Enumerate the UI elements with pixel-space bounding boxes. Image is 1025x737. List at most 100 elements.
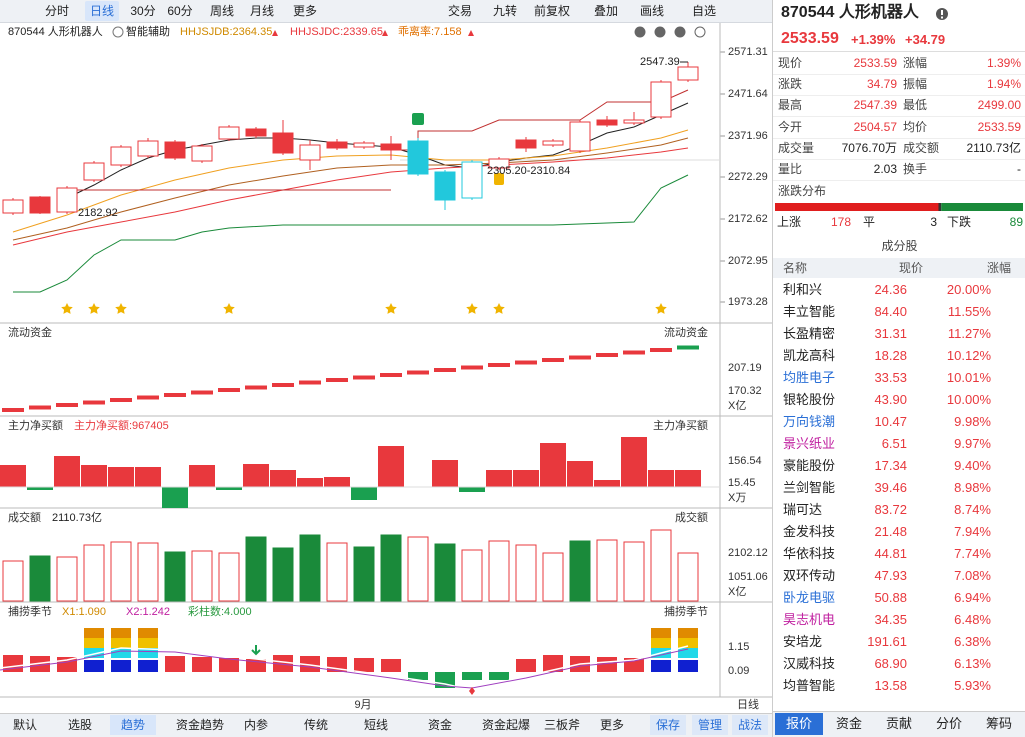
turnover-bar — [380, 534, 402, 602]
quote-tab[interactable]: 分价 — [935, 716, 962, 731]
candle — [623, 119, 645, 124]
stock-change: 7.08% — [954, 568, 991, 583]
season-bar — [489, 672, 509, 680]
action-button[interactable]: 保存 — [650, 715, 686, 735]
quote-tab[interactable]: 报价 — [775, 713, 823, 735]
panel-legend: 2110.73亿 — [52, 511, 102, 524]
bottom-tab[interactable]: 资金起爆 — [481, 718, 530, 732]
bottom-tab[interactable]: 趋势 — [110, 715, 156, 735]
period-tab[interactable]: 分时 — [44, 4, 69, 18]
bottom-tab[interactable]: 短线 — [363, 718, 388, 732]
stock-name[interactable]: 豪能股份 — [783, 458, 836, 473]
quote-label: 成交量 — [778, 140, 815, 155]
candle — [56, 187, 78, 213]
candle — [515, 139, 537, 149]
indicator-line — [12, 129, 689, 233]
up-arrow — [382, 30, 388, 36]
season-bar — [651, 628, 671, 638]
action-button[interactable]: 管理 — [692, 715, 728, 735]
signal-badge — [412, 113, 424, 125]
stock-name[interactable]: 利和兴 — [783, 282, 823, 297]
netbuy-bar — [378, 446, 404, 487]
quote-tab[interactable]: 资金 — [835, 716, 862, 731]
period-tab[interactable]: 60分 — [167, 4, 193, 18]
stock-name[interactable]: 安培龙 — [783, 634, 823, 649]
season-bar — [84, 660, 104, 672]
turnover-bar — [542, 552, 564, 602]
tool-button[interactable]: 叠加 — [593, 4, 618, 18]
assist-label[interactable]: 智能辅助 — [126, 26, 170, 38]
turnover-bar — [407, 536, 429, 602]
price-tick: 1973.28 — [728, 296, 768, 308]
tool-button[interactable]: 画线 — [639, 4, 664, 18]
flow-bar — [353, 375, 375, 380]
row-divider — [773, 74, 1025, 75]
period-tab[interactable]: 周线 — [209, 4, 234, 18]
stock-name[interactable]: 华依科技 — [783, 546, 836, 561]
stock-price: 17.34 — [874, 458, 907, 473]
quote-value: 1.39% — [986, 56, 1021, 70]
season-bar — [516, 659, 536, 672]
bottom-tab[interactable]: 内参 — [243, 718, 268, 732]
price-annotation: 2547.39 — [640, 56, 680, 68]
flow-bar — [164, 393, 186, 397]
col-header: 涨幅 — [986, 261, 1011, 275]
tool-button[interactable]: 九转 — [492, 4, 517, 18]
candle — [245, 128, 267, 137]
bottom-tab[interactable]: 更多 — [599, 718, 624, 732]
row-divider — [773, 95, 1025, 97]
stock-name[interactable]: 均普智能 — [783, 678, 836, 693]
candle — [380, 143, 402, 151]
quote-label: 最高 — [778, 98, 803, 113]
stock-name[interactable]: 兰剑智能 — [783, 480, 836, 495]
tool-button[interactable]: 自选 — [691, 4, 716, 18]
stock-name[interactable]: 银轮股份 — [783, 392, 836, 407]
stock-name[interactable]: 均胜电子 — [783, 370, 836, 385]
stock-name[interactable]: 长盈精密 — [783, 326, 836, 341]
stock-name[interactable]: 汉威科技 — [783, 656, 836, 671]
stock-name[interactable]: 双环传动 — [783, 568, 836, 583]
bottom-tab[interactable]: 资金 — [427, 718, 452, 732]
stock-name[interactable]: 卧龙电驱 — [783, 590, 836, 605]
candle — [407, 140, 429, 175]
stock-name[interactable]: 凯龙高科 — [783, 348, 836, 363]
stock-name[interactable]: 金发科技 — [783, 524, 836, 539]
action-button[interactable]: 战法 — [732, 715, 768, 735]
quote-tab[interactable]: 筹码 — [985, 716, 1012, 731]
indicator-value: 乖离率:7.158 — [398, 26, 462, 38]
bottom-tab[interactable]: 传统 — [303, 718, 328, 732]
info-icon[interactable] — [935, 7, 949, 21]
stock-name[interactable]: 景兴纸业 — [783, 436, 836, 451]
tool-button[interactable]: 前复权 — [533, 4, 570, 18]
period-tab[interactable]: 30分 — [130, 4, 156, 18]
stock-price: 50.88 — [874, 590, 907, 605]
bottom-tab[interactable]: 选股 — [67, 718, 92, 732]
tool-button[interactable]: 交易 — [447, 4, 472, 18]
stock-price: 33.53 — [874, 370, 907, 385]
stock-name[interactable]: 昊志机电 — [783, 612, 836, 627]
bottom-tab[interactable]: 默认 — [12, 718, 37, 732]
period-tab[interactable]: 更多 — [292, 4, 317, 18]
period-tab[interactable]: 日线 — [85, 1, 119, 21]
season-bar — [678, 660, 698, 672]
season-line — [0, 645, 689, 691]
quote-tab[interactable]: 贡献 — [885, 716, 912, 731]
stock-name[interactable]: 丰立智能 — [783, 304, 836, 319]
bottom-tab[interactable]: 资金趋势 — [175, 718, 224, 732]
quote-value: 34.79 — [866, 77, 897, 92]
bottom-tab[interactable]: 三板斧 — [543, 718, 580, 732]
last-price: 2533.59 — [781, 30, 839, 47]
season-bar — [543, 655, 563, 672]
chart-canvas: 2571.31 2471.64 2371.96 2272.29 2172.62 2072.… — [0, 6, 772, 711]
panel-title: 主力净买额 — [8, 418, 63, 432]
netbuy-bar — [54, 456, 80, 487]
stock-change: 11.27% — [947, 326, 991, 341]
panel-title-right: 捕捞季节 — [664, 604, 708, 618]
season-bar — [219, 658, 239, 672]
stock-change: 5.93% — [954, 678, 991, 693]
stock-price: 47.93 — [874, 568, 907, 583]
stock-name[interactable]: 万向钱潮 — [783, 414, 836, 429]
stock-name[interactable]: 瑞可达 — [783, 502, 823, 517]
period-tab[interactable]: 月线 — [249, 4, 274, 18]
season-bar — [651, 660, 671, 672]
